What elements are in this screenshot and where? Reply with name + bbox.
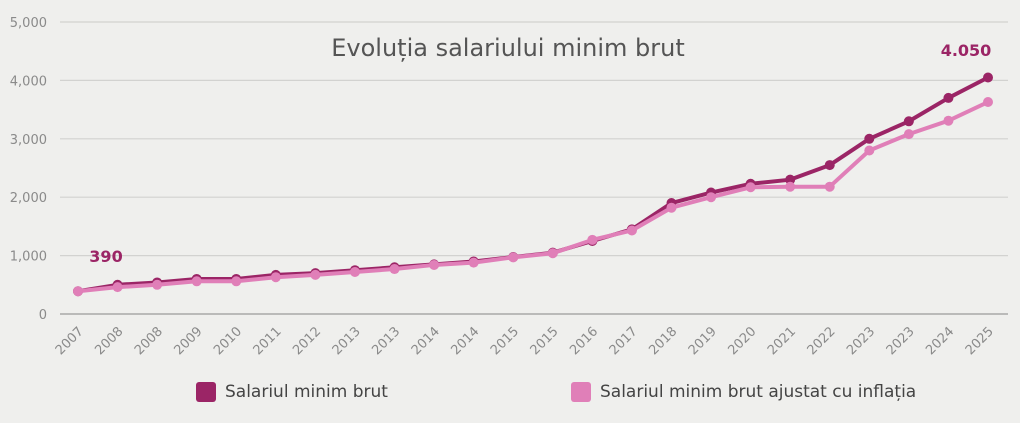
- data-point: [389, 264, 400, 275]
- data-label: 4.050: [941, 41, 992, 60]
- data-point: [191, 276, 202, 287]
- x-tick-label: 2019: [686, 324, 720, 358]
- series-1: [73, 97, 993, 297]
- legend-swatch: [571, 382, 591, 402]
- data-point: [626, 225, 637, 236]
- data-point: [706, 192, 717, 203]
- data-point: [903, 116, 914, 127]
- legend-item-minimum-wage: Salariul minim brut: [196, 382, 388, 402]
- x-tick-label: 2010: [211, 324, 245, 358]
- data-point: [666, 202, 677, 213]
- data-label: 390: [89, 247, 122, 266]
- y-tick-label: 3,000: [10, 133, 47, 148]
- x-tick-label: 2008: [92, 324, 126, 358]
- data-point: [983, 72, 993, 83]
- x-tick-label: 2016: [567, 324, 601, 358]
- data-point: [903, 129, 914, 140]
- legend-swatch: [196, 382, 216, 402]
- series-line: [77, 75, 989, 294]
- x-tick-label: 2015: [528, 324, 562, 358]
- legend-label: Salariul minim brut ajustat cu inflația: [600, 382, 917, 402]
- x-tick-label: 2020: [725, 324, 759, 358]
- x-tick-label: 2008: [132, 324, 166, 358]
- data-point: [231, 276, 242, 287]
- x-tick-label: 2023: [844, 324, 878, 358]
- data-point: [310, 269, 321, 280]
- y-tick-label: 4,000: [10, 74, 47, 89]
- y-tick-label: 2,000: [10, 191, 47, 206]
- x-tick-label: 2022: [805, 324, 839, 358]
- data-point: [745, 182, 756, 193]
- data-point: [587, 234, 598, 245]
- data-point: [943, 92, 954, 103]
- x-tick-label: 2015: [488, 324, 522, 358]
- data-point: [864, 133, 875, 144]
- x-tick-label: 2014: [448, 324, 482, 358]
- series-line: [77, 100, 989, 294]
- data-point: [824, 181, 835, 192]
- legend-label: Salariul minim brut: [225, 382, 388, 402]
- data-point: [73, 286, 83, 297]
- data-point: [270, 272, 281, 283]
- x-tick-label: 2025: [963, 324, 997, 358]
- y-tick-label: 0: [39, 308, 47, 323]
- data-point: [429, 259, 440, 270]
- x-tick-label: 2023: [884, 324, 918, 358]
- x-tick-label: 2013: [330, 324, 364, 358]
- data-point: [508, 252, 519, 263]
- y-tick-label: 5,000: [10, 16, 47, 31]
- data-point: [824, 160, 835, 171]
- data-point: [349, 266, 360, 277]
- data-point: [468, 257, 479, 268]
- legend-item-inflation-adjusted: Salariul minim brut ajustat cu inflația: [571, 382, 916, 402]
- data-point: [785, 174, 796, 185]
- data-point: [943, 115, 954, 126]
- x-tick-label: 2011: [251, 324, 285, 358]
- data-point: [547, 248, 558, 259]
- data-point: [785, 181, 796, 192]
- data-point: [112, 282, 123, 293]
- x-tick-label: 2017: [607, 324, 641, 358]
- data-point: [983, 97, 993, 108]
- x-tick-label: 2021: [765, 324, 799, 358]
- x-tick-label: 2018: [646, 324, 680, 358]
- x-tick-label: 2012: [290, 324, 324, 358]
- x-tick-label: 2024: [923, 324, 957, 358]
- x-tick-label: 2007: [53, 324, 87, 358]
- y-tick-label: 1,000: [10, 250, 47, 265]
- x-tick-label: 2009: [172, 324, 206, 358]
- x-tick-label: 2014: [409, 324, 443, 358]
- x-tick-label: 2013: [369, 324, 403, 358]
- data-point: [864, 145, 875, 156]
- chart-title: Evoluția salariului minim brut: [331, 34, 685, 62]
- series-0: [73, 72, 993, 297]
- data-point: [152, 279, 163, 290]
